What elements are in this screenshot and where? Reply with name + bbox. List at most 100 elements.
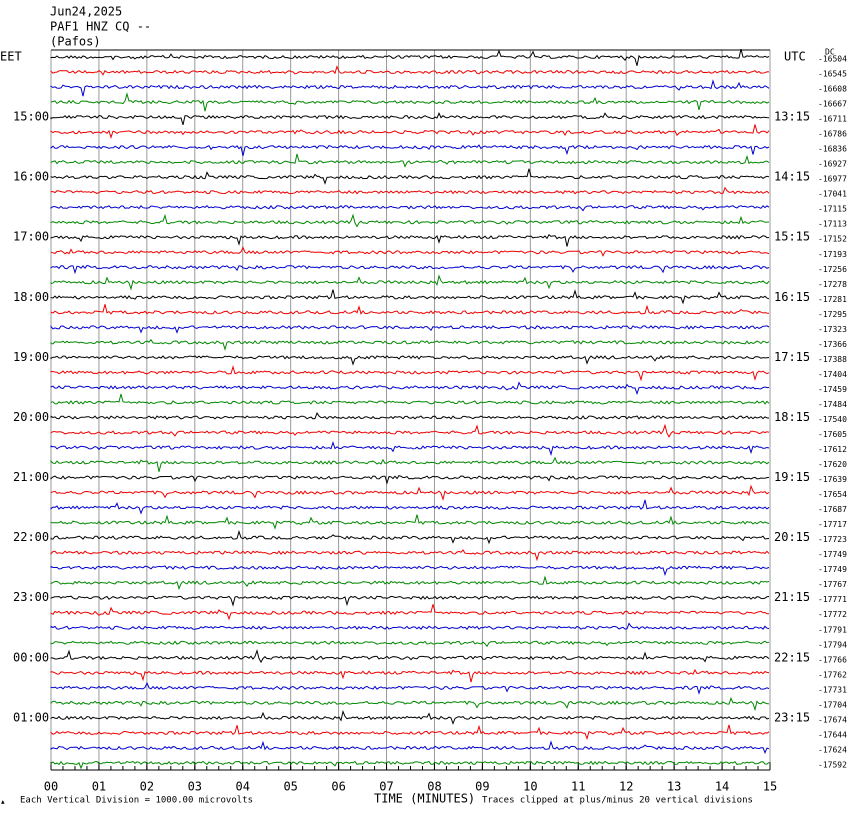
left-time: 18:00	[13, 290, 49, 304]
offset-label: -17639	[818, 475, 847, 484]
x-tick-label: 04	[236, 780, 250, 794]
trace	[50, 595, 770, 607]
trace	[50, 289, 770, 305]
offset-label: -17731	[818, 685, 847, 694]
x-tick-label: 11	[571, 780, 585, 794]
offset-label: -17749	[818, 550, 847, 559]
right-time: 18:15	[774, 410, 810, 424]
offset-label: -16836	[818, 145, 847, 154]
trace	[50, 274, 770, 291]
header-station: PAF1 HNZ CQ --	[50, 20, 151, 34]
x-axis-label: TIME (MINUTES)	[374, 792, 475, 806]
offset-label: -17644	[818, 730, 847, 739]
offset-label: -17366	[818, 340, 847, 349]
trace	[50, 681, 770, 695]
x-tick-label: 00	[44, 780, 58, 794]
offset-label: -17654	[818, 490, 847, 499]
trace	[50, 246, 770, 257]
trace	[50, 499, 770, 515]
header-date: Jun24,2025	[50, 5, 122, 19]
trace	[50, 456, 770, 472]
left-time: 21:00	[13, 470, 49, 484]
left-time: 20:00	[13, 410, 49, 424]
offset-label: -16711	[818, 115, 847, 124]
offset-label: -17281	[818, 295, 847, 304]
offset-label: -16786	[818, 130, 847, 139]
trace	[50, 423, 770, 438]
offset-label: -16667	[818, 100, 847, 109]
trace	[50, 393, 770, 405]
right-time: 14:15	[774, 170, 810, 184]
offset-label: -17278	[818, 280, 847, 289]
footer-scale: Each Vertical Division = 1000.00 microvo…	[20, 796, 253, 806]
trace	[50, 514, 770, 530]
trace	[50, 709, 770, 725]
x-tick-label: 12	[619, 780, 633, 794]
offset-label: -17388	[818, 355, 847, 364]
trace	[50, 668, 770, 683]
offset-label: -17762	[818, 670, 847, 679]
trace	[50, 213, 770, 228]
offset-label: -17256	[818, 265, 847, 274]
x-tick-label: 09	[475, 780, 489, 794]
trace	[50, 338, 770, 352]
offset-label: -16927	[818, 160, 847, 169]
trace	[50, 79, 770, 97]
x-tick-label: 15	[763, 780, 777, 794]
trace	[50, 234, 770, 247]
left-time: 23:00	[13, 590, 49, 604]
right-time: 20:15	[774, 530, 810, 544]
offset-label: -17113	[818, 220, 847, 229]
offset-label: -17674	[818, 715, 847, 724]
x-tick-label: 08	[427, 780, 441, 794]
offset-label: -17704	[818, 700, 847, 709]
offset-label: -17540	[818, 415, 847, 424]
x-tick-label: 03	[188, 780, 202, 794]
trace	[50, 529, 770, 545]
offset-label: -17624	[818, 745, 847, 754]
dc-label: DC	[825, 48, 835, 57]
trace	[50, 204, 770, 212]
right-time: 19:15	[774, 470, 810, 484]
offset-label: -17152	[818, 235, 847, 244]
x-tick-label: 05	[283, 780, 297, 794]
x-tick-label: 07	[379, 780, 393, 794]
right-time: 13:15	[774, 110, 810, 124]
trace	[50, 412, 770, 420]
left-time: 15:00	[13, 110, 49, 124]
header-location: (Pafos)	[50, 35, 101, 49]
right-time: 15:15	[774, 230, 810, 244]
offset-label: -17605	[818, 430, 847, 439]
left-time: 01:00	[13, 710, 49, 724]
trace	[50, 381, 770, 396]
offset-label: -17620	[818, 460, 847, 469]
offset-label: -16977	[818, 175, 847, 184]
x-tick-label: 14	[715, 780, 729, 794]
trace	[50, 355, 770, 366]
offset-label: -17717	[818, 520, 847, 529]
left-time: 22:00	[13, 530, 49, 544]
trace	[50, 604, 770, 621]
trace	[50, 64, 770, 76]
offset-label: -17323	[818, 325, 847, 334]
offset-label: -17687	[818, 505, 847, 514]
trace	[50, 696, 770, 712]
right-time: 17:15	[774, 350, 810, 364]
offset-label: -17791	[818, 625, 847, 634]
offset-label: -17612	[818, 445, 847, 454]
left-time: 00:00	[13, 650, 49, 664]
offset-label: -17749	[818, 565, 847, 574]
left-zone: EET	[0, 50, 22, 64]
trace	[50, 740, 770, 754]
offset-label: -17404	[818, 370, 847, 379]
trace	[50, 575, 770, 591]
offset-label: -17115	[818, 205, 847, 214]
offset-label: -17794	[818, 640, 847, 649]
offset-label: -17041	[818, 190, 847, 199]
right-time: 16:15	[774, 290, 810, 304]
trace	[50, 565, 770, 577]
trace	[50, 640, 770, 648]
x-tick-label: 06	[331, 780, 345, 794]
left-time: 17:00	[13, 230, 49, 244]
